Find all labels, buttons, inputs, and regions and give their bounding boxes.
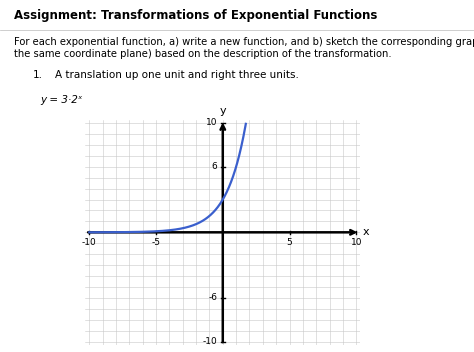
Text: 10: 10: [206, 119, 218, 127]
Text: -6: -6: [209, 294, 218, 302]
Text: x: x: [363, 227, 370, 237]
Text: -10: -10: [82, 238, 97, 247]
Text: 6: 6: [212, 162, 218, 171]
Text: 10: 10: [350, 238, 362, 247]
Text: the same coordinate plane) based on the description of the transformation.: the same coordinate plane) based on the …: [14, 49, 392, 59]
Text: y = 3·2ˣ: y = 3·2ˣ: [40, 95, 83, 105]
Text: 1.: 1.: [33, 70, 43, 80]
Text: Assignment: Transformations of Exponential Functions: Assignment: Transformations of Exponenti…: [14, 9, 378, 22]
Text: -10: -10: [203, 337, 218, 346]
Text: A translation up one unit and right three units.: A translation up one unit and right thre…: [55, 70, 299, 80]
Text: 5: 5: [287, 238, 292, 247]
Text: y: y: [219, 106, 226, 117]
Text: -5: -5: [152, 238, 161, 247]
Text: For each exponential function, a) write a new function, and b) sketch the corres: For each exponential function, a) write …: [14, 37, 474, 47]
